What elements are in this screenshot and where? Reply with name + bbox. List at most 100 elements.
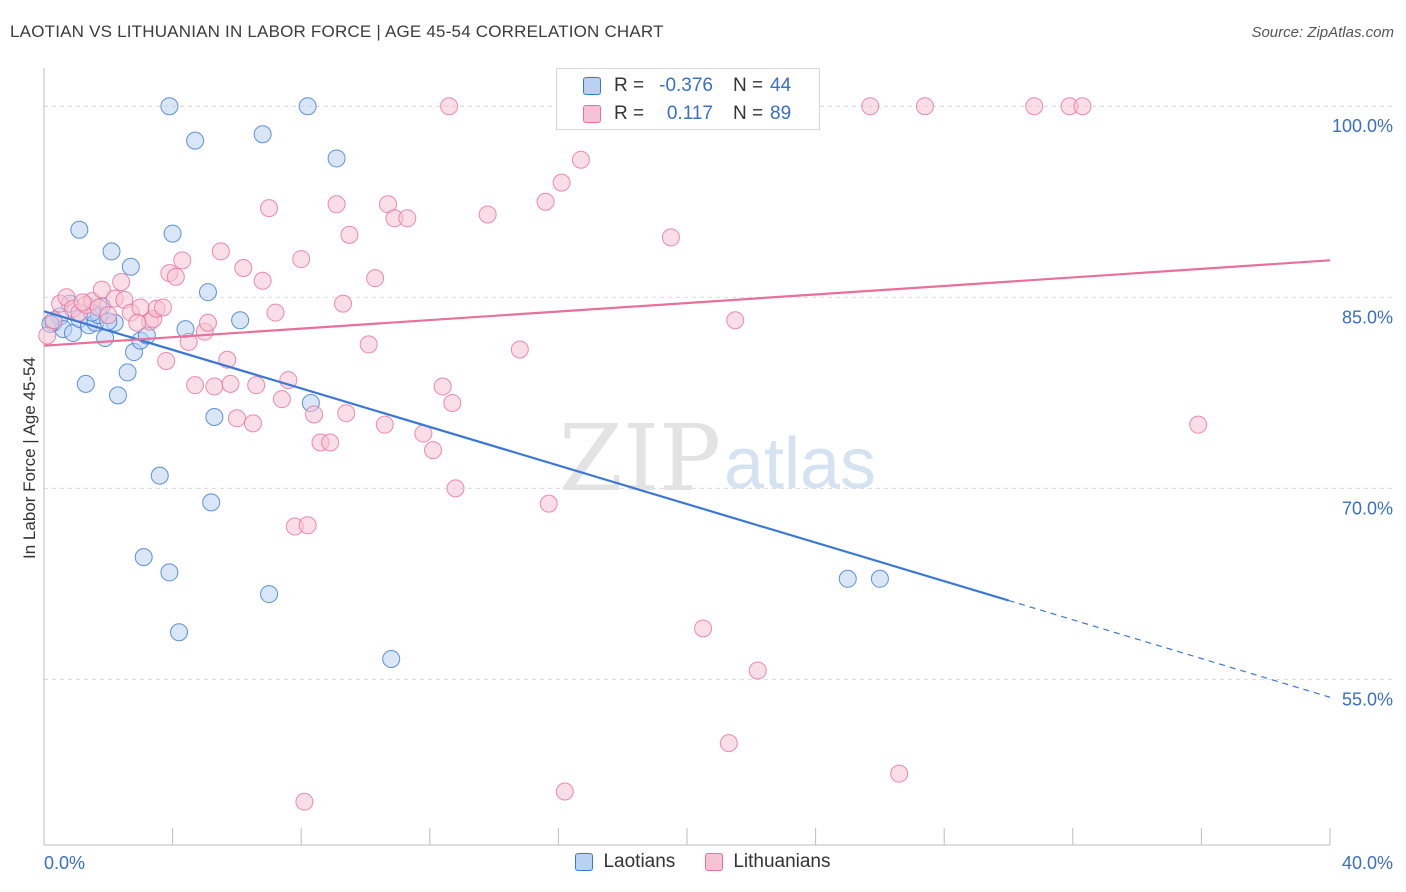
lithuanians-point <box>179 332 198 351</box>
legend: Laotians Lithuanians <box>0 851 1406 873</box>
laotians-point <box>150 466 169 485</box>
laotians-point <box>118 363 137 382</box>
lithuanians-point <box>375 415 394 434</box>
laotians-point <box>327 149 346 168</box>
y-tick-label: 70.0% <box>1342 498 1393 518</box>
lithuanians-point <box>915 97 934 116</box>
x-tick-label: 40.0% <box>1342 853 1393 873</box>
lithuanians-point <box>234 258 253 277</box>
lithuanians-point <box>92 280 111 299</box>
axis-labels: 55.0% 70.0% 85.0% 100.0% 0.0% 40.0% <box>44 116 1393 873</box>
lithuanians-point <box>157 351 176 370</box>
laotians-point <box>260 585 279 604</box>
laotians-point <box>205 408 224 427</box>
y-axis-label: In Labor Force | Age 45-54 <box>20 357 39 559</box>
lithuanians-point <box>861 97 880 116</box>
laotians-point <box>202 493 221 512</box>
r-label: R = <box>614 103 645 124</box>
laotians-legend-swatch <box>575 853 594 871</box>
lithuanians-point <box>748 661 767 680</box>
laotians-point <box>186 131 205 150</box>
legend-label: Lithuanians <box>733 851 831 872</box>
lithuanians-point <box>38 326 57 345</box>
lithuanians-point <box>305 405 324 424</box>
lithuanians-point <box>719 734 738 753</box>
n-label: N = <box>733 75 764 96</box>
lithuanians-point <box>478 205 497 224</box>
r-value: 0.117 <box>666 103 713 124</box>
legend-item-laotians[interactable]: Laotians <box>575 851 675 873</box>
laotians-point <box>160 97 179 116</box>
correlation-box: R = -0.376 N = 44 R = 0.117 N = 89 <box>556 68 820 130</box>
laotians-point <box>231 311 250 330</box>
laotians-point <box>198 283 217 302</box>
x-tick-label: 0.0% <box>44 853 85 873</box>
lithuanians-trend-line <box>43 259 1331 347</box>
lithuanians-point <box>186 376 205 395</box>
lithuanians-point <box>73 293 92 312</box>
lithuanians-point <box>890 764 909 783</box>
lithuanians-point <box>337 404 356 423</box>
watermark-zip: ZIP <box>559 405 721 512</box>
lithuanians-point <box>555 782 574 801</box>
chart-title: LAOTIAN VS LITHUANIAN IN LABOR FORCE | A… <box>10 22 664 41</box>
n-value: 89 <box>770 103 792 124</box>
lithuanians-point <box>253 271 272 290</box>
lithuanians-point <box>340 225 359 244</box>
lithuanians-point <box>333 294 352 313</box>
lithuanians-point <box>539 494 558 513</box>
laotians-trend-extension <box>1008 599 1331 698</box>
laotians-point <box>870 569 889 588</box>
lithuanians-point <box>571 150 590 169</box>
y-tick-label: 100.0% <box>1332 116 1393 136</box>
laotians-point <box>108 386 127 405</box>
lithuanians-point <box>272 390 291 409</box>
laotians-point <box>121 257 140 276</box>
lithuanians-point <box>128 313 147 332</box>
lithuanians-point <box>327 195 346 214</box>
axes <box>43 68 1331 846</box>
lithuanians-point <box>1189 415 1208 434</box>
laotians-point <box>76 374 95 393</box>
lithuanians-point <box>359 335 378 354</box>
lithuanians-point <box>205 377 224 396</box>
laotians-point <box>298 97 317 116</box>
laotians-point <box>382 650 401 669</box>
grid-lines <box>44 105 1395 680</box>
n-value: 44 <box>770 75 792 96</box>
y-tick-label: 55.0% <box>1342 689 1393 709</box>
r-label: R = <box>614 75 645 96</box>
lithuanians-point <box>443 394 462 413</box>
lithuanians-point <box>99 306 118 325</box>
r-value: -0.376 <box>659 75 713 96</box>
laotians-point <box>160 563 179 582</box>
lithuanians-point <box>510 340 529 359</box>
laotians-point <box>134 548 153 567</box>
lithuanians-point <box>198 313 217 332</box>
lithuanians-point <box>433 377 452 396</box>
laotians-point <box>102 242 121 261</box>
lithuanians-point <box>243 414 262 433</box>
laotians-swatch <box>583 77 601 95</box>
trend-lines <box>43 259 1331 698</box>
laotians-point <box>70 220 89 239</box>
lithuanians-legend-swatch <box>705 853 724 871</box>
lithuanians-point <box>166 267 185 286</box>
lithuanians-point <box>440 97 459 116</box>
laotians-point <box>163 224 182 243</box>
legend-item-lithuanians[interactable]: Lithuanians <box>705 851 831 873</box>
lithuanians-point <box>266 303 285 322</box>
laotians-point <box>253 125 272 144</box>
lithuanians-point <box>260 199 279 218</box>
laotians-trend-line <box>43 310 1009 602</box>
lithuanians-point <box>366 269 385 288</box>
lithuanians-point <box>1025 97 1044 116</box>
lithuanians-point <box>221 374 240 393</box>
lithuanians-point <box>694 619 713 638</box>
lithuanians-point <box>173 251 192 270</box>
laotians-point <box>170 623 189 642</box>
lithuanians-point <box>552 173 571 192</box>
lithuanians-point <box>247 376 266 395</box>
lithuanians-point <box>211 242 230 261</box>
